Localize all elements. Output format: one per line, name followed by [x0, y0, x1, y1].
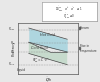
Text: $P_{max}$: $P_{max}$: [8, 26, 16, 33]
Text: Cold fluid: Cold fluid: [31, 46, 47, 50]
X-axis label: $\dot{Q}_h$: $\dot{Q}_h$: [45, 75, 51, 82]
Text: $\dot{S}_{gen}^{hx} \geq 0$: $\dot{S}_{gen}^{hx} \geq 0$: [63, 11, 76, 20]
Text: Hot fluid: Hot fluid: [40, 33, 56, 37]
Text: $P_{11}$: $P_{11}$: [10, 40, 16, 47]
Text: $P_{min}$: $P_{min}$: [8, 61, 16, 68]
Text: $\dot{\Phi}_{ex}^{hx} = C \cdot e^d$: $\dot{\Phi}_{ex}^{hx} = C \cdot e^d$: [32, 56, 50, 65]
Text: $P_{12}$: $P_{12}$: [10, 49, 16, 56]
Polygon shape: [29, 42, 67, 65]
Text: Rise in
temperature: Rise in temperature: [80, 44, 98, 53]
Y-axis label: Potency: Potency: [11, 41, 15, 56]
Text: Steam: Steam: [80, 26, 90, 30]
Text: $\Sigma\dot{S}_{gen}^{hx}$   $\dot{\alpha}^h$   $\dot{\alpha}^c$   $\geq 1$: $\Sigma\dot{S}_{gen}^{hx}$ $\dot{\alpha}…: [55, 5, 84, 13]
Text: Liquid: Liquid: [17, 68, 26, 72]
